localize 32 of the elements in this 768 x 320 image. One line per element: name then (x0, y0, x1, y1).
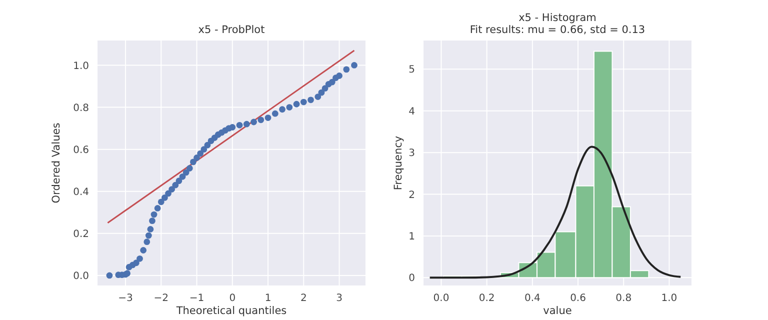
y-tick-label: 1 (408, 232, 415, 243)
y-tick-label: 0.6 (73, 144, 89, 156)
x-tick-label: 0.8 (616, 293, 632, 304)
y-tick-label: 0.0 (73, 271, 89, 282)
x-axis-title: Theoretical quantiles (175, 305, 287, 317)
y-tick-label: 5 (408, 64, 415, 76)
x-tick-label: 0.0 (433, 293, 450, 304)
x-tick-label: 0 (229, 293, 236, 304)
y-tick-label: 4 (408, 106, 415, 118)
x-tick-label: −2 (154, 293, 169, 304)
x-tick-label: 3 (336, 293, 342, 304)
chart-title: x5 - ProbPlot (197, 24, 266, 36)
x-tick-label: 0.4 (524, 293, 540, 304)
x-tick-label: −3 (118, 293, 133, 304)
y-tick-label: 0.2 (73, 228, 89, 240)
x-tick-label: 2 (300, 293, 307, 304)
y-axis-title: Frequency (392, 136, 405, 190)
x-axis-title: value (543, 305, 572, 317)
x-tick-label: 0.6 (570, 293, 586, 304)
x-tick-label: −1 (189, 293, 204, 304)
y-tick-label: 0.8 (73, 102, 89, 114)
chart-subtitle: Fit results: mu = 0.66, std = 0.13 (468, 24, 646, 36)
y-tick-label: 0 (408, 273, 415, 284)
y-tick-label: 2 (408, 190, 415, 201)
y-tick-label: 1.0 (73, 60, 89, 72)
y-tick-label: 0.4 (73, 186, 89, 198)
y-tick-label: 3 (408, 148, 415, 160)
x-tick-label: 0.2 (478, 293, 495, 304)
x-tick-label: 1.0 (661, 293, 678, 304)
chart-title: x5 - Histogram (518, 12, 598, 24)
x-tick-label: 1 (264, 293, 272, 304)
y-axis-title: Ordered Values (50, 122, 63, 204)
